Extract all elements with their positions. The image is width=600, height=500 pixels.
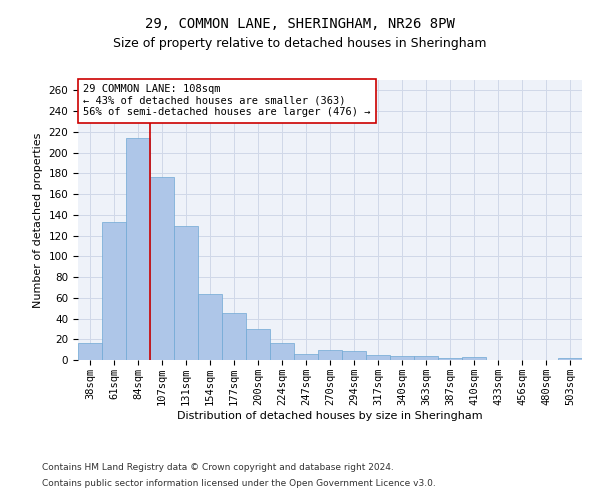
Bar — [438, 358, 462, 360]
Y-axis label: Number of detached properties: Number of detached properties — [33, 132, 43, 308]
Bar — [126, 138, 150, 360]
Bar — [246, 329, 270, 360]
Bar — [318, 350, 342, 360]
Bar — [222, 314, 246, 360]
Bar — [390, 356, 414, 360]
Bar — [270, 344, 294, 360]
X-axis label: Distribution of detached houses by size in Sheringham: Distribution of detached houses by size … — [177, 410, 483, 420]
Bar — [150, 178, 174, 360]
Bar — [462, 357, 486, 360]
Bar — [414, 356, 438, 360]
Bar — [198, 294, 222, 360]
Bar — [294, 354, 318, 360]
Bar — [342, 350, 366, 360]
Bar — [558, 358, 582, 360]
Text: 29 COMMON LANE: 108sqm
← 43% of detached houses are smaller (363)
56% of semi-de: 29 COMMON LANE: 108sqm ← 43% of detached… — [83, 84, 371, 117]
Bar — [366, 355, 390, 360]
Text: Contains public sector information licensed under the Open Government Licence v3: Contains public sector information licen… — [42, 478, 436, 488]
Text: Contains HM Land Registry data © Crown copyright and database right 2024.: Contains HM Land Registry data © Crown c… — [42, 464, 394, 472]
Bar — [102, 222, 126, 360]
Bar — [174, 226, 198, 360]
Text: Size of property relative to detached houses in Sheringham: Size of property relative to detached ho… — [113, 38, 487, 51]
Text: 29, COMMON LANE, SHERINGHAM, NR26 8PW: 29, COMMON LANE, SHERINGHAM, NR26 8PW — [145, 18, 455, 32]
Bar — [78, 344, 102, 360]
